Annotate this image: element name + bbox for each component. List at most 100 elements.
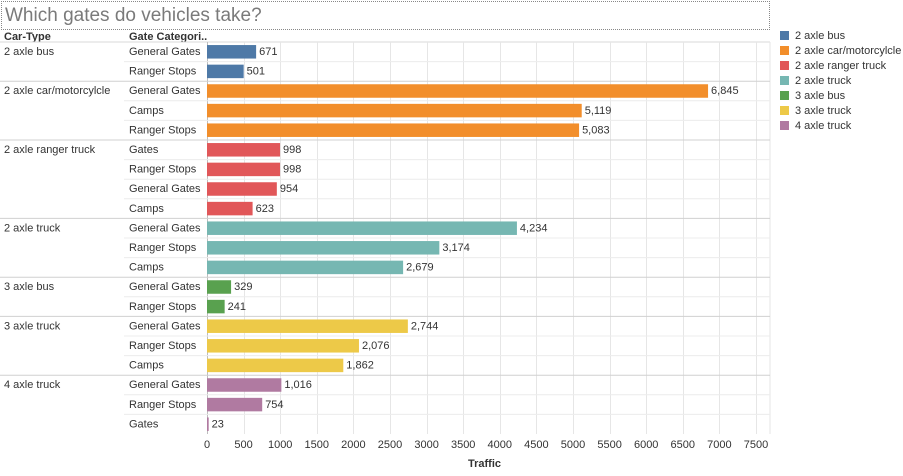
row-category-label: General Gates xyxy=(129,183,201,195)
bar xyxy=(207,221,517,235)
title-box: Which gates do vehicles take? xyxy=(1,1,770,30)
x-tick-label: 7500 xyxy=(744,439,768,451)
bar xyxy=(207,260,404,275)
x-tick-label: 5000 xyxy=(561,439,585,451)
bar xyxy=(207,103,582,118)
bar xyxy=(207,45,257,59)
row-category-label: Gates xyxy=(129,418,159,430)
legend-label: 4 axle truck xyxy=(795,119,852,132)
group-label: 2 axle bus xyxy=(4,46,55,58)
row-category-label: General Gates xyxy=(129,46,201,58)
bar xyxy=(207,162,281,177)
legend-label: 2 axle bus xyxy=(795,29,846,42)
data-label: 3,174 xyxy=(442,242,470,254)
row-category-label: Ranger Stops xyxy=(129,66,197,78)
legend-label: 2 axle truck xyxy=(795,74,852,87)
row-category-label: General Gates xyxy=(129,379,201,391)
row-category-label: Ranger Stops xyxy=(129,301,197,313)
data-label: 329 xyxy=(234,281,252,293)
legend: 2 axle bus 2 axle car/motorcylcle 2 axle r… xyxy=(780,28,901,133)
data-label: 5,119 xyxy=(585,105,612,117)
x-tick-label: 1500 xyxy=(305,439,329,451)
data-label: 241 xyxy=(228,301,246,313)
row-category-label: General Gates xyxy=(129,320,201,332)
x-axis-label: Traffic xyxy=(468,458,501,470)
x-tick-label: 6000 xyxy=(634,439,658,451)
legend-item: 2 axle bus xyxy=(780,28,901,43)
bar xyxy=(207,143,281,157)
row-category-label: General Gates xyxy=(129,85,201,97)
row-category-label: Ranger Stops xyxy=(129,340,197,352)
row-category-label: Camps xyxy=(129,360,164,372)
row-category-label: Camps xyxy=(129,262,164,274)
legend-item: 2 axle car/motorcylcle xyxy=(780,43,901,58)
group-label: 3 axle truck xyxy=(4,320,61,332)
legend-swatch xyxy=(780,121,789,130)
bar xyxy=(207,397,263,412)
row-category-label: General Gates xyxy=(129,222,201,234)
x-tick-label: 0 xyxy=(204,439,210,451)
bar xyxy=(207,123,580,137)
x-tick-label: 7000 xyxy=(707,439,731,451)
group-label: 2 axle ranger truck xyxy=(4,144,96,156)
legend-label: 2 axle ranger truck xyxy=(795,59,887,72)
legend-item: 3 axle bus xyxy=(780,88,901,103)
x-tick-label: 5500 xyxy=(597,439,621,451)
data-label: 754 xyxy=(265,399,283,411)
bar xyxy=(207,319,408,333)
legend-swatch xyxy=(780,46,789,55)
bar xyxy=(207,64,244,79)
legend-item: 3 axle truck xyxy=(780,103,901,118)
gate-category-header: Gate Categori.. xyxy=(129,31,208,43)
x-tick-label: 6500 xyxy=(671,439,695,451)
x-tick-label: 2500 xyxy=(378,439,402,451)
legend-label: 3 axle truck xyxy=(795,104,852,117)
x-tick-label: 2000 xyxy=(341,439,365,451)
bar xyxy=(207,417,209,431)
row-category-label: Ranger Stops xyxy=(129,242,197,254)
bar xyxy=(207,182,277,196)
data-label: 623 xyxy=(256,203,274,215)
legend-item: 2 axle truck xyxy=(780,73,901,88)
group-label: 2 axle car/motorcylcle xyxy=(4,85,110,97)
data-label: 2,679 xyxy=(406,262,434,274)
data-label: 1,016 xyxy=(284,379,312,391)
bar xyxy=(207,378,282,392)
group-label: 3 axle bus xyxy=(4,281,55,293)
x-tick-label: 3000 xyxy=(414,439,438,451)
x-tick-label: 4000 xyxy=(488,439,512,451)
data-label: 501 xyxy=(247,66,265,78)
bar xyxy=(207,84,709,98)
group-label: 2 axle truck xyxy=(4,222,61,234)
bar xyxy=(207,358,344,373)
legend-swatch xyxy=(780,91,789,100)
data-label: 2,076 xyxy=(362,340,390,352)
data-label: 998 xyxy=(283,164,301,176)
legend-swatch xyxy=(780,76,789,85)
row-category-label: Gates xyxy=(129,144,159,156)
x-tick-label: 1000 xyxy=(268,439,292,451)
row-category-label: Ranger Stops xyxy=(129,124,197,136)
bar xyxy=(207,241,440,255)
bar xyxy=(207,280,232,294)
bar xyxy=(207,339,359,353)
bar-chart: 2 axle bus General Gates 671 Ranger Stops 50… xyxy=(0,41,771,470)
bar xyxy=(207,299,225,314)
legend-swatch xyxy=(780,106,789,115)
x-tick-label: 4500 xyxy=(524,439,548,451)
data-label: 671 xyxy=(259,46,277,58)
legend-swatch xyxy=(780,61,789,70)
chart-title: Which gates do vehicles take? xyxy=(5,5,262,26)
row-category-label: Camps xyxy=(129,105,164,117)
legend-item: 2 axle ranger truck xyxy=(780,58,901,73)
legend-label: 3 axle bus xyxy=(795,89,846,102)
data-label: 4,234 xyxy=(520,222,548,234)
legend-label: 2 axle car/motorcylcle xyxy=(795,44,902,57)
data-label: 998 xyxy=(283,144,301,156)
data-label: 23 xyxy=(212,418,224,430)
legend-swatch xyxy=(780,31,789,40)
data-label: 1,862 xyxy=(346,360,374,372)
x-tick-label: 3500 xyxy=(451,439,475,451)
bar xyxy=(207,201,253,216)
row-category-label: Ranger Stops xyxy=(129,399,197,411)
